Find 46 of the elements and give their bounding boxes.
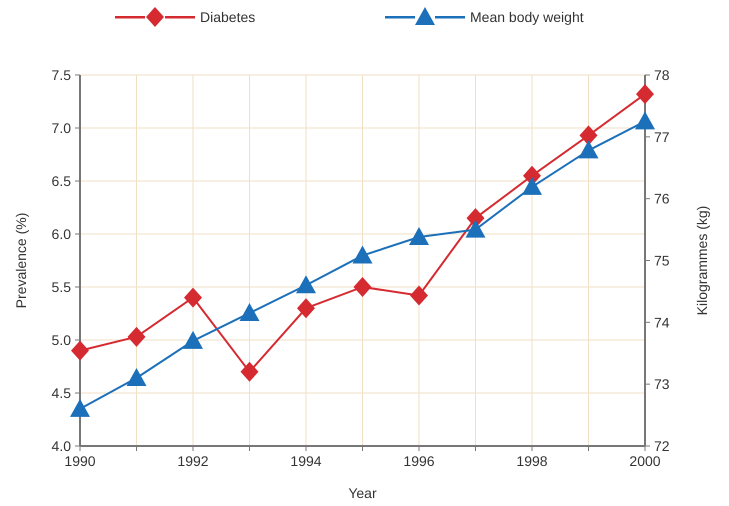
y-tick-label: 5.5 bbox=[52, 279, 72, 295]
point bbox=[70, 398, 90, 417]
point bbox=[410, 285, 428, 306]
point bbox=[352, 246, 372, 264]
x-tick-label: 1994 bbox=[290, 453, 322, 469]
point bbox=[636, 84, 654, 104]
legend-label: Mean body weight bbox=[470, 9, 584, 25]
point bbox=[297, 298, 315, 318]
legend-label: Diabetes bbox=[200, 9, 256, 25]
point bbox=[183, 330, 203, 349]
y-tick-label: 6.5 bbox=[52, 173, 72, 189]
y2-tick-label: 75 bbox=[654, 252, 670, 268]
point bbox=[71, 340, 89, 361]
y-tick-label: 4.5 bbox=[52, 385, 72, 401]
point bbox=[578, 140, 598, 158]
y2-tick-label: 72 bbox=[654, 438, 670, 454]
y2-axis-title: Kilogrammes (kg) bbox=[694, 206, 710, 316]
x-tick-label: 1992 bbox=[177, 453, 209, 469]
y2-tick-label: 77 bbox=[654, 128, 670, 145]
x-tick-label: 1996 bbox=[403, 453, 435, 469]
point bbox=[354, 277, 372, 297]
point bbox=[240, 362, 258, 382]
point bbox=[240, 303, 260, 322]
y-tick-label: 7.5 bbox=[52, 67, 72, 83]
y-axis-title: Prevalence (%) bbox=[13, 212, 29, 308]
y-tick-label: 6.0 bbox=[52, 226, 72, 242]
x-tick-label: 2000 bbox=[629, 453, 661, 469]
point bbox=[466, 220, 486, 238]
point bbox=[522, 176, 542, 195]
y2-tick-label: 73 bbox=[654, 376, 670, 392]
y2-tick-label: 74 bbox=[654, 314, 670, 330]
y2-tick-label: 78 bbox=[654, 67, 670, 83]
point bbox=[409, 227, 429, 246]
point bbox=[128, 326, 146, 347]
point bbox=[580, 125, 598, 146]
y-tick-label: 4.0 bbox=[52, 438, 72, 454]
point bbox=[126, 368, 146, 386]
point bbox=[635, 111, 655, 130]
y2-tick-label: 76 bbox=[654, 190, 670, 207]
point bbox=[184, 288, 202, 308]
x-tick-label: 1990 bbox=[64, 453, 96, 469]
x-tick-label: 1998 bbox=[516, 453, 548, 469]
x-axis-title: Year bbox=[348, 485, 377, 501]
point bbox=[296, 275, 316, 294]
y-tick-label: 7.0 bbox=[52, 120, 72, 136]
y-tick-label: 5.0 bbox=[52, 332, 72, 348]
